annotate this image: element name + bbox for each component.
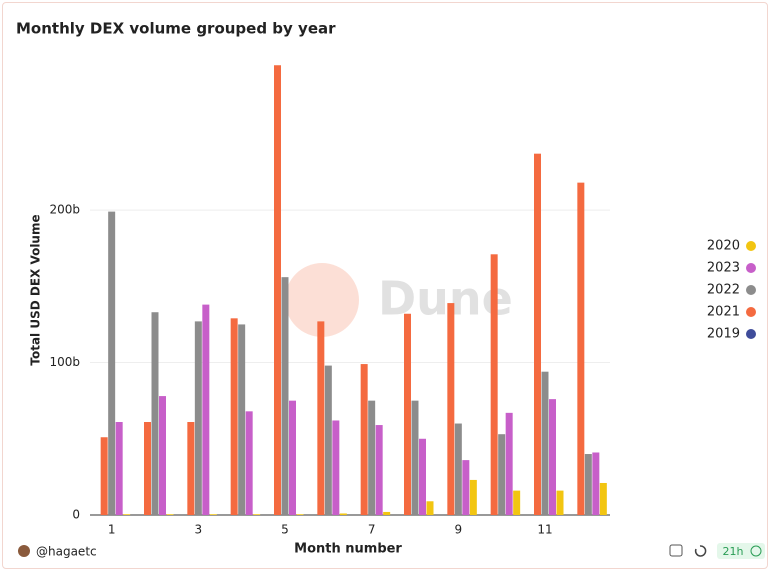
bar <box>556 490 564 515</box>
bar <box>447 303 455 515</box>
author[interactable]: @hagaetc <box>36 545 97 559</box>
bar <box>115 422 123 515</box>
avatar <box>18 545 30 557</box>
bar <box>549 399 556 515</box>
bar <box>194 321 202 515</box>
bar <box>187 422 195 515</box>
bar <box>541 371 549 515</box>
bar <box>498 434 506 515</box>
x-tick-label: 11 <box>537 523 552 537</box>
bar <box>159 396 166 515</box>
x-tick-label: 9 <box>455 523 463 537</box>
bar <box>490 254 498 515</box>
legend-label: 2023 <box>707 261 740 276</box>
bar <box>245 411 253 515</box>
bar <box>584 454 592 515</box>
bar <box>426 501 434 515</box>
bar <box>144 422 151 515</box>
x-axis-title: Month number <box>294 542 402 557</box>
bar <box>151 312 159 515</box>
bar <box>100 437 108 515</box>
bar <box>253 514 261 515</box>
bar <box>375 425 383 515</box>
chart-title: Monthly DEX volume grouped by year <box>16 20 336 38</box>
x-tick-label: 3 <box>195 523 203 537</box>
bar <box>317 321 325 515</box>
bar <box>469 479 477 515</box>
bar <box>599 482 607 515</box>
bar <box>505 412 513 515</box>
bar <box>462 460 470 515</box>
legend-label: 2019 <box>707 327 740 342</box>
bar <box>274 65 281 515</box>
bar <box>383 511 391 515</box>
bar <box>339 513 347 515</box>
watermark-text: Dune <box>378 272 513 326</box>
bar <box>411 400 419 515</box>
screenshot-icon[interactable] <box>669 544 683 557</box>
bar <box>238 324 246 515</box>
legend-swatch <box>746 263 756 273</box>
legend-label: 2020 <box>707 239 740 254</box>
bar <box>592 452 600 515</box>
bar <box>289 400 296 515</box>
legend-label: 2022 <box>707 283 740 298</box>
bar <box>296 514 304 515</box>
legend-swatch <box>746 285 756 295</box>
bar <box>513 490 521 515</box>
bar <box>368 400 376 515</box>
bar <box>534 153 541 516</box>
bar <box>404 313 411 515</box>
watermark: Dune <box>285 263 513 337</box>
legend-label: 2021 <box>707 305 740 320</box>
x-tick-label: 7 <box>368 523 376 537</box>
x-tick-label: 1 <box>108 523 116 537</box>
bar <box>419 438 426 515</box>
watermark-logo <box>285 263 359 337</box>
bar <box>123 514 131 515</box>
y-tick-label: 100b <box>49 355 80 369</box>
y-axis-title: Total USD DEX Volume <box>29 214 43 365</box>
bar <box>577 182 585 515</box>
y-tick-label: 0 <box>72 508 80 522</box>
bar <box>166 514 174 515</box>
bar <box>209 514 217 515</box>
bar <box>281 277 289 515</box>
y-tick-label: 200b <box>49 203 80 217</box>
bar <box>324 365 332 515</box>
bar <box>332 420 340 515</box>
bar <box>202 304 210 515</box>
refresh-icon[interactable] <box>694 545 707 557</box>
bar <box>230 318 238 515</box>
bar <box>108 211 116 515</box>
x-tick-label: 5 <box>281 523 289 537</box>
legend-swatch <box>746 329 756 339</box>
bar <box>454 423 462 515</box>
status-icon <box>750 545 762 557</box>
legend-swatch <box>746 307 756 317</box>
legend-swatch <box>746 241 756 251</box>
bar <box>360 364 368 515</box>
age: 21h <box>723 545 744 558</box>
